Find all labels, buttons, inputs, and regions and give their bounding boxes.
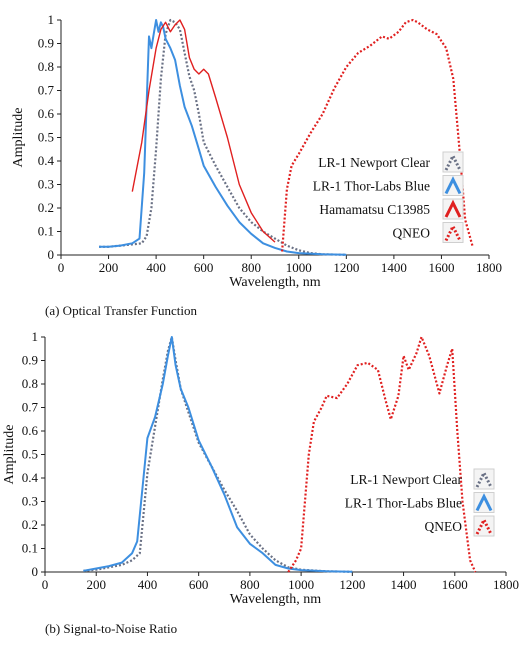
legend-swatch-frame bbox=[442, 151, 464, 173]
snr-chart: 0 0.1 0.2 0.3 0.4 0.5 0.6 0.7 0.8 0.9 1 0 200 400 600 8… bbox=[2, 329, 519, 607]
x-tick-label: 0 bbox=[42, 577, 49, 592]
y-tick-label: 0.8 bbox=[38, 59, 54, 74]
x-tick-label: 1400 bbox=[381, 260, 407, 275]
y-tick-label: 0.2 bbox=[22, 517, 38, 532]
legend-entry-label: LR-1 Thor-Labs Blue bbox=[313, 179, 430, 194]
x-tick-label: 1200 bbox=[339, 577, 365, 592]
x-tick-label: 400 bbox=[146, 260, 166, 275]
x-tick-label: 1200 bbox=[333, 260, 359, 275]
x-tick-label: 1000 bbox=[286, 260, 312, 275]
x-tick-label: 1800 bbox=[476, 260, 502, 275]
legend: LR-1 Newport Clear LR-1 Thor-Labs Blue QNE… bbox=[345, 468, 495, 537]
legend-swatch-mark bbox=[444, 223, 462, 242]
y-tick-label: 0.5 bbox=[38, 130, 54, 145]
y-tick-label: 0.7 bbox=[38, 83, 55, 98]
legend-swatch-frame bbox=[473, 515, 495, 537]
y-tick-label: 0.9 bbox=[38, 36, 54, 51]
y-tick-label: 0.3 bbox=[38, 177, 54, 192]
legend-swatch-frame bbox=[442, 222, 464, 243]
y-tick-label: 0.1 bbox=[38, 224, 54, 239]
legend-entry-label: QNEO bbox=[393, 226, 431, 241]
legend: LR-1 Newport Clear LR-1 Thor-Labs Blue Ham… bbox=[313, 151, 464, 243]
x-tick-label: 200 bbox=[99, 260, 119, 275]
legend-swatch-mark bbox=[475, 493, 493, 512]
legend-entry-label: LR-1 Thor-Labs Blue bbox=[345, 496, 462, 511]
legend-swatch-mark bbox=[444, 152, 462, 171]
x-tick-label: 1600 bbox=[442, 577, 468, 592]
caption-otf: (a) Optical Transfer Function bbox=[45, 303, 198, 318]
series-line-lr-1-thor-labs-blue bbox=[83, 336, 353, 573]
y-tick-label: 0.9 bbox=[22, 353, 38, 368]
y-tick-label: 1 bbox=[32, 329, 39, 344]
y-tick-label: 0.5 bbox=[22, 447, 38, 462]
x-tick-label: 800 bbox=[241, 260, 261, 275]
y-tick-label: 0.7 bbox=[22, 400, 39, 415]
y-tick-label: 0 bbox=[48, 247, 55, 262]
x-tick-label: 600 bbox=[194, 260, 214, 275]
series-line-qneo bbox=[287, 335, 477, 573]
y-tick-label: 0.3 bbox=[22, 494, 38, 509]
y-tick-label: 0.4 bbox=[38, 153, 55, 168]
otf-chart: 0 0.1 0.2 0.3 0.4 0.5 0.6 0.7 0.8 0.9 1 0 200 400 600 8… bbox=[11, 12, 502, 290]
y-tick-label: 0.6 bbox=[38, 106, 55, 121]
series-line-lr-1-newport-clear bbox=[99, 18, 347, 256]
legend-entry-label: QNEO bbox=[425, 519, 463, 534]
x-tick-label: 0 bbox=[58, 260, 65, 275]
y-tick-label: 0.2 bbox=[38, 200, 54, 215]
x-tick-label: 1000 bbox=[288, 577, 314, 592]
y-tick-label: 0.4 bbox=[22, 470, 39, 485]
y-tick-label: 0.6 bbox=[22, 423, 39, 438]
y-axis-label: Amplitude bbox=[11, 108, 26, 168]
legend-entry-label: LR-1 Newport Clear bbox=[318, 155, 430, 170]
legend-entry-label: LR-1 Newport Clear bbox=[350, 472, 462, 487]
series-line-lr-1-newport-clear bbox=[83, 335, 353, 573]
y-axis-label: Amplitude bbox=[2, 425, 17, 485]
series-line-qneo bbox=[281, 18, 474, 252]
caption-snr: (b) Signal-to-Noise Ratio bbox=[45, 621, 178, 636]
y-tick-label: 0 bbox=[32, 564, 39, 579]
x-tick-label: 1800 bbox=[493, 577, 519, 592]
legend-swatch-mark bbox=[475, 469, 493, 488]
series-line-hamamatsu-c13985 bbox=[131, 19, 276, 243]
y-tick-label: 1 bbox=[48, 12, 55, 27]
x-tick-label: 400 bbox=[138, 577, 158, 592]
legend-swatch-mark bbox=[444, 176, 462, 195]
legend-swatch-frame bbox=[473, 468, 495, 490]
y-tick-label: 0.8 bbox=[22, 376, 38, 391]
legend-swatch-mark bbox=[444, 199, 462, 218]
series-line-lr-1-thor-labs-blue bbox=[99, 19, 347, 256]
x-tick-label: 1400 bbox=[391, 577, 417, 592]
legend-entry-label: Hamamatsu C13985 bbox=[319, 202, 430, 217]
x-tick-label: 800 bbox=[240, 577, 260, 592]
x-tick-label: 1600 bbox=[428, 260, 454, 275]
y-tick-label: 0.1 bbox=[22, 541, 38, 556]
x-tick-label: 200 bbox=[86, 577, 106, 592]
legend-swatch-mark bbox=[475, 516, 493, 535]
x-axis-label: Wavelength, nm bbox=[230, 592, 322, 607]
x-tick-label: 600 bbox=[189, 577, 209, 592]
x-axis-label: Wavelength, nm bbox=[229, 275, 321, 290]
